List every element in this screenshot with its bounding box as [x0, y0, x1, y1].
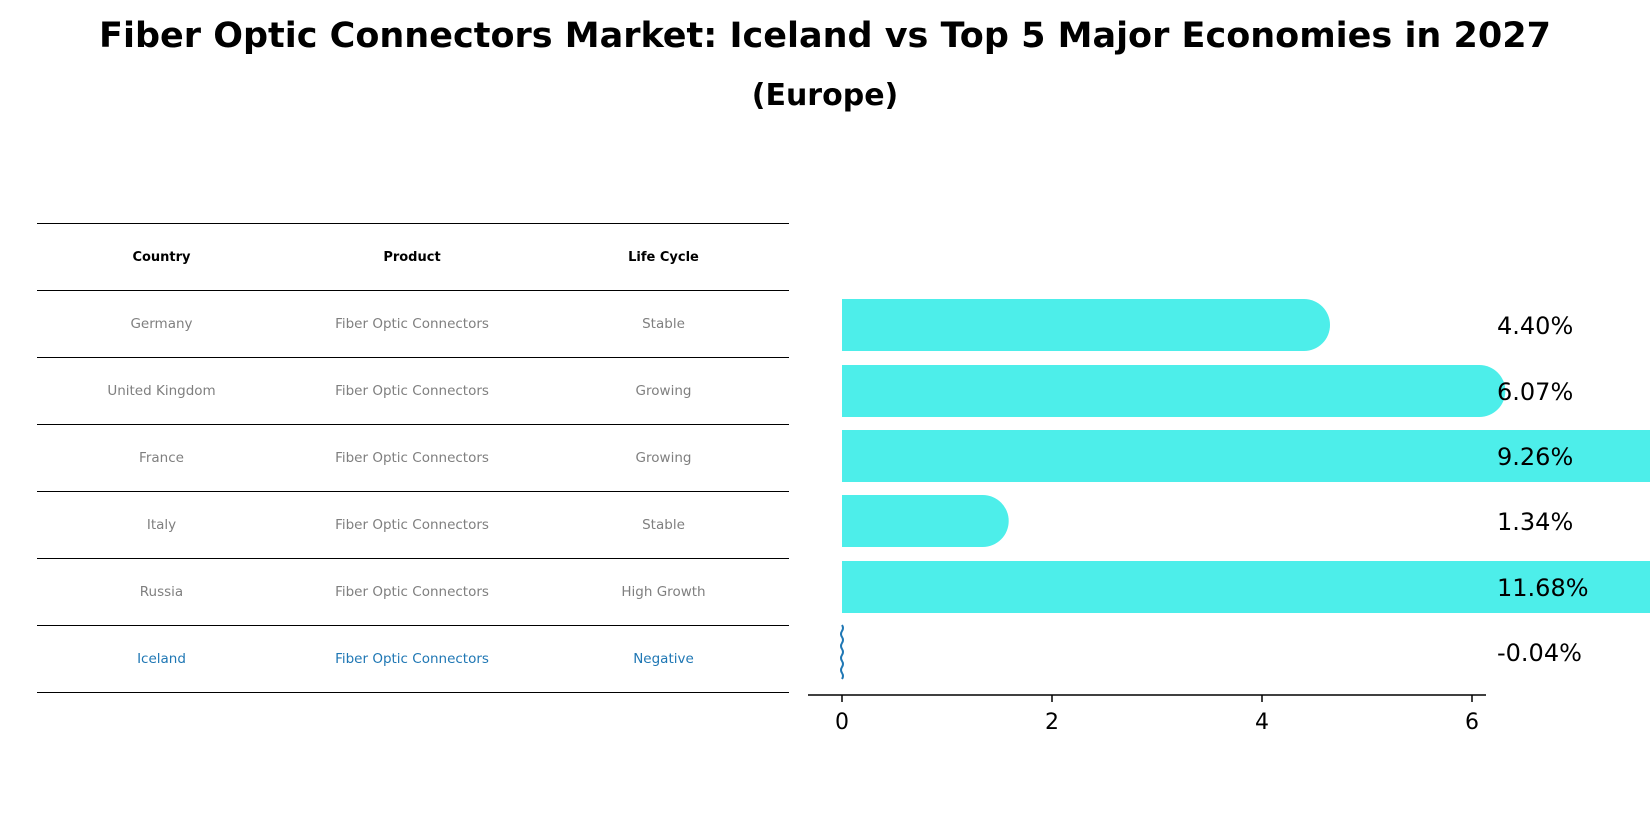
cell-life-cycle: Growing — [538, 424, 789, 492]
bar-iceland — [840, 624, 844, 680]
cell-country: Germany — [37, 290, 286, 358]
cell-country: France — [37, 424, 286, 492]
bar-russia — [842, 561, 1650, 613]
header-product: Product — [286, 223, 538, 291]
cell-country: Russia — [37, 558, 286, 626]
value-label-italy: 1.34% — [1497, 508, 1573, 536]
x-tick-label-6: 6 — [1465, 710, 1479, 735]
cell-product: Fiber Optic Connectors — [286, 625, 538, 693]
value-label-iceland: -0.04% — [1497, 639, 1582, 667]
table-header-row: Country Product Life Cycle — [37, 223, 789, 291]
cell-life-cycle: Stable — [538, 491, 789, 559]
table-row: Italy Fiber Optic Connectors Stable — [37, 491, 789, 559]
country-table: Country Product Life Cycle Germany Fiber… — [37, 223, 789, 693]
x-tick-label-2: 2 — [1045, 710, 1059, 735]
chart-title: Fiber Optic Connectors Market: Iceland v… — [99, 16, 1551, 56]
cell-product: Fiber Optic Connectors — [286, 491, 538, 559]
bar-germany — [842, 299, 1330, 351]
table-row: Germany Fiber Optic Connectors Stable — [37, 290, 789, 358]
value-label-france: 9.26% — [1497, 443, 1573, 471]
bar-united-kingdom — [842, 365, 1506, 417]
chart-subtitle: (Europe) — [751, 78, 899, 113]
value-label-germany: 4.40% — [1497, 312, 1573, 340]
cell-product: Fiber Optic Connectors — [286, 290, 538, 358]
cell-country: Iceland — [37, 625, 286, 693]
cell-life-cycle: High Growth — [538, 558, 789, 626]
table-row: United Kingdom Fiber Optic Connectors Gr… — [37, 357, 789, 425]
cell-country: Italy — [37, 491, 286, 559]
cell-product: Fiber Optic Connectors — [286, 357, 538, 425]
value-label-united-kingdom: 6.07% — [1497, 378, 1573, 406]
value-label-russia: 11.68% — [1497, 574, 1589, 602]
bar-france — [842, 430, 1650, 482]
cell-country: United Kingdom — [37, 357, 286, 425]
table-row: France Fiber Optic Connectors Growing — [37, 424, 789, 492]
bar-italy — [842, 495, 1009, 547]
x-tick-label-0: 0 — [835, 710, 849, 735]
x-tick-label-4: 4 — [1255, 710, 1269, 735]
header-life-cycle: Life Cycle — [538, 223, 789, 291]
table-row-highlight: Iceland Fiber Optic Connectors Negative — [37, 625, 789, 693]
cell-product: Fiber Optic Connectors — [286, 424, 538, 492]
cell-life-cycle: Growing — [538, 357, 789, 425]
cell-life-cycle: Stable — [538, 290, 789, 358]
table-row: Russia Fiber Optic Connectors High Growt… — [37, 558, 789, 626]
header-country: Country — [37, 223, 286, 291]
cell-life-cycle: Negative — [538, 625, 789, 693]
